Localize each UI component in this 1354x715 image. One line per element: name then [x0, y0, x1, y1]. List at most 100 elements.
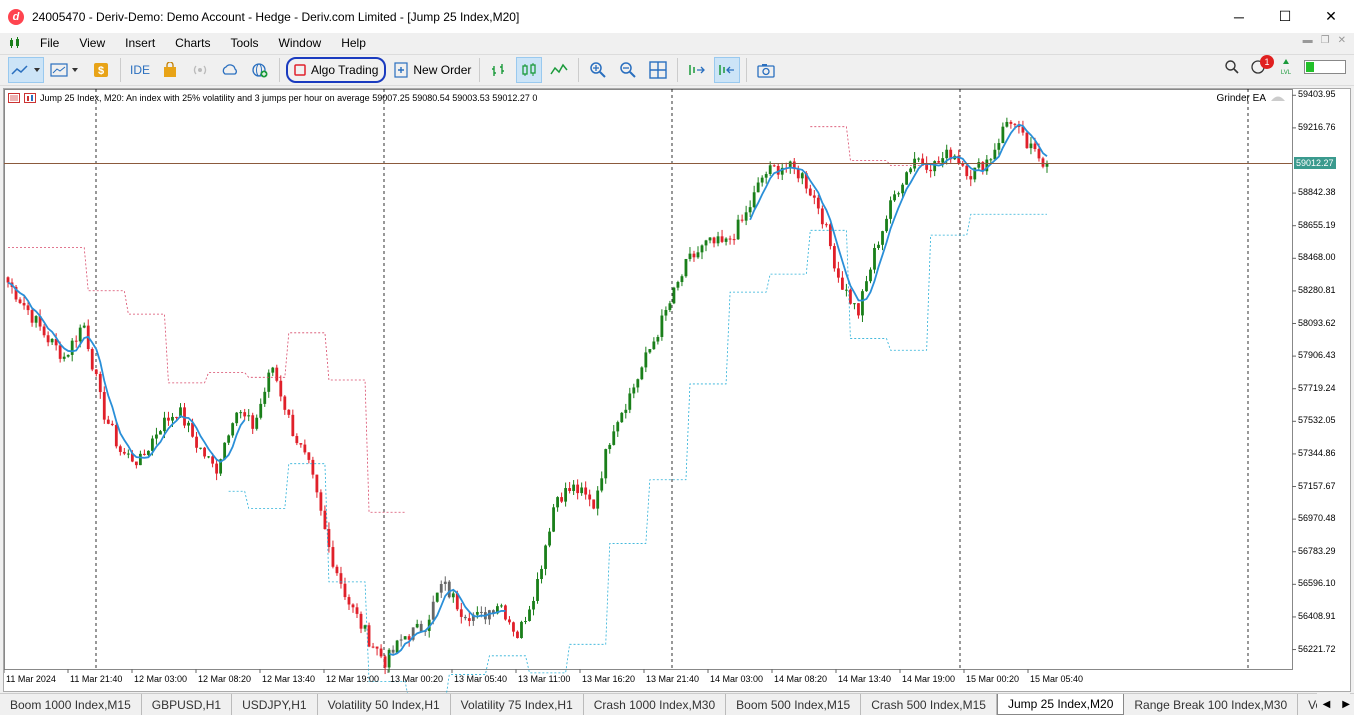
candle-body — [881, 231, 884, 245]
level-icon[interactable]: LVL — [1278, 58, 1294, 76]
line-chart-button[interactable] — [546, 57, 572, 83]
tab-range-break-100-index-m30[interactable]: Range Break 100 Index,M30 — [1124, 694, 1299, 715]
tab-jump-25-index-m20[interactable]: Jump 25 Index,M20 — [996, 694, 1125, 715]
chart-window[interactable]: Jump 25 Index, M20: An index with 25% vo… — [3, 88, 1352, 693]
algo-trading-button[interactable]: Algo Trading — [286, 57, 387, 83]
tab-crash-500-index-m15[interactable]: Crash 500 Index,M15 — [861, 694, 997, 715]
menu-file[interactable]: File — [40, 36, 60, 50]
candle-body — [564, 488, 568, 502]
menu-tools[interactable]: Tools — [230, 36, 259, 50]
tab-volatility-50-index-h1[interactable]: Volatility 50 Index,H1 — [318, 694, 451, 715]
screenshot-button[interactable] — [753, 57, 779, 83]
plot-area-border — [4, 89, 1293, 670]
one-click-trading-icon[interactable] — [24, 93, 36, 103]
minimize-button[interactable]: ─ — [1234, 8, 1244, 25]
tab-usdjpy-h1[interactable]: USDJPY,H1 — [232, 694, 318, 715]
candle-body — [804, 173, 808, 189]
ohlc-bars-icon — [492, 64, 505, 76]
tab-boom-1000-index-m15[interactable]: Boom 1000 Index,M15 — [0, 694, 142, 715]
tab-scroll-right-icon[interactable]: ▶ — [1342, 698, 1350, 710]
candle-body — [34, 316, 38, 323]
y-tick-label: 56970.48 — [1298, 513, 1336, 524]
ide-button[interactable]: IDE — [129, 63, 150, 77]
notifications-button[interactable]: 1 — [1250, 55, 1274, 76]
tab-volatility-75-index-h1[interactable]: Volatility 75 Index,H1 — [451, 694, 584, 715]
tab-crash-1000-index-m30[interactable]: Crash 1000 Index,M30 — [584, 694, 727, 715]
shopping-bag-icon — [164, 62, 176, 77]
chart-shift-button[interactable] — [684, 57, 710, 83]
vps-button[interactable] — [247, 57, 273, 83]
zoom-out-button[interactable] — [615, 57, 641, 83]
moving-average-line — [7, 281, 246, 463]
candle-body — [548, 531, 551, 546]
candle-body — [552, 507, 555, 532]
candle-body — [885, 218, 888, 232]
bar-chart-button[interactable] — [486, 57, 512, 83]
candle-body — [275, 367, 279, 381]
price-chart[interactable] — [4, 89, 1352, 693]
candle-body — [748, 207, 752, 213]
mdi-close-icon[interactable]: ✕ — [1337, 35, 1346, 46]
tab-gbpusd-h1[interactable]: GBPUSD,H1 — [142, 694, 233, 715]
toolbar-right: 1 LVL — [1224, 55, 1346, 76]
candle-body — [163, 417, 166, 432]
candle-body — [211, 456, 214, 464]
candle-body — [387, 649, 391, 668]
candle-body — [171, 416, 174, 421]
mdi-restore-icon[interactable]: ❐ — [1320, 35, 1330, 46]
candle-body — [997, 143, 1001, 150]
signals-button[interactable] — [187, 57, 213, 83]
autoscroll-button[interactable] — [714, 57, 741, 83]
search-icon[interactable] — [1224, 59, 1240, 75]
candle-body — [824, 224, 828, 226]
chart-description: Jump 25 Index, M20: An index with 25% vo… — [40, 93, 538, 103]
cloud-button[interactable] — [217, 57, 243, 83]
toolbar-separator — [479, 58, 481, 82]
timeframe-dropdown[interactable] — [48, 57, 84, 83]
candle-body — [716, 236, 720, 244]
zoom-in-button[interactable] — [585, 57, 611, 83]
maximize-button[interactable]: ☐ — [1278, 8, 1292, 24]
close-button[interactable]: ✕ — [1325, 8, 1337, 24]
menu-window[interactable]: Window — [278, 36, 322, 50]
y-tick-label: 56596.10 — [1298, 578, 1336, 589]
candle-body — [905, 172, 908, 185]
candle-body — [415, 623, 419, 628]
menu-help[interactable]: Help — [341, 36, 366, 50]
chart-type-dropdown[interactable] — [8, 57, 44, 83]
candle-body — [752, 192, 756, 208]
candle-body — [800, 173, 804, 179]
new-order-button[interactable]: New Order — [390, 57, 475, 83]
candle-body — [207, 456, 210, 458]
candle-body — [243, 412, 247, 417]
y-tick-label: 57719.24 — [1298, 382, 1336, 393]
candle-body — [616, 422, 620, 432]
candle-body — [921, 158, 925, 164]
candle-body — [90, 348, 94, 370]
menu-view[interactable]: View — [79, 36, 106, 50]
mdi-minimize-icon[interactable]: ▬ — [1302, 35, 1313, 46]
candle-body — [985, 159, 989, 172]
zoom-in-icon — [590, 62, 607, 78]
tab-scroll-left-icon[interactable]: ◀ — [1322, 698, 1331, 710]
candle-body — [568, 488, 572, 491]
candle-body — [239, 412, 243, 414]
candle-body — [528, 609, 531, 622]
market-icon-button[interactable]: $ — [88, 57, 114, 83]
main-toolbar: $ IDE Algo Trading — [0, 54, 1354, 86]
chart-properties-icon[interactable] — [8, 93, 20, 103]
candle-body — [592, 499, 596, 509]
candlestick-button[interactable] — [516, 57, 543, 83]
candle-body — [463, 616, 467, 619]
candle-body — [869, 269, 872, 282]
market-bag-button[interactable] — [157, 57, 183, 83]
candle-body — [873, 247, 876, 270]
candle-body — [832, 246, 836, 269]
candle-body — [1037, 149, 1041, 159]
candle-body — [576, 484, 580, 494]
menu-charts[interactable]: Charts — [175, 36, 211, 50]
tab-boom-500-index-m15[interactable]: Boom 500 Index,M15 — [726, 694, 862, 715]
menu-insert[interactable]: Insert — [125, 36, 156, 50]
candle-body — [339, 573, 343, 584]
tile-windows-button[interactable] — [645, 57, 671, 83]
